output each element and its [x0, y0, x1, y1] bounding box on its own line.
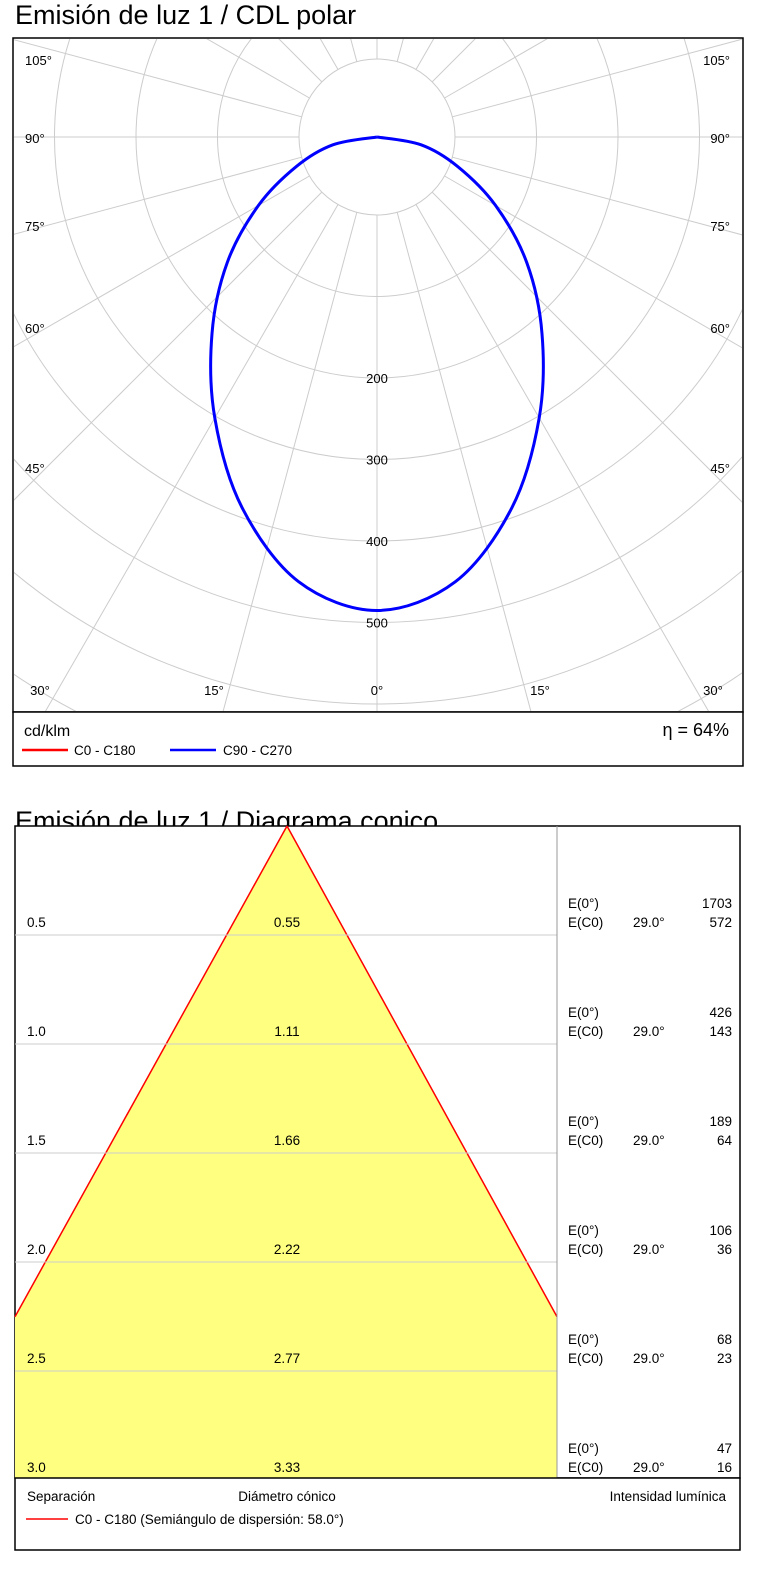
- cone-ec0-value: 64: [717, 1133, 733, 1148]
- cone-diameter-label: 2.77: [274, 1351, 300, 1366]
- cone-ec0-label: E(C0): [568, 915, 603, 930]
- polar-angle-label-left: 75°: [25, 219, 45, 234]
- polar-angle-label-bottom: 0°: [371, 683, 383, 698]
- polar-angle-label-right: 90°: [710, 131, 730, 146]
- efficiency-label: η = 64%: [662, 720, 729, 740]
- polar-grid-spoke: [431, 191, 742, 503]
- separation-header: Separación: [27, 1489, 95, 1504]
- cone-separation-label: 2.5: [27, 1351, 46, 1366]
- polar-grid-spoke: [452, 39, 742, 118]
- cone-ec0-label: E(C0): [568, 1351, 603, 1366]
- cone-e0-label: E(0°): [568, 1332, 599, 1347]
- polar-angle-label-bottom: 15°: [204, 683, 224, 698]
- polar-grid-spoke: [452, 156, 742, 236]
- cone-angle-value: 29.0°: [633, 1133, 665, 1148]
- polar-grid-spoke: [415, 204, 709, 711]
- cone-separation-label: 3.0: [27, 1460, 46, 1475]
- polar-radial-tick-label: 400: [366, 534, 388, 549]
- cone-e0-value: 106: [709, 1223, 732, 1238]
- legend-label-c90-c270: C90 - C270: [223, 743, 292, 758]
- polar-grid-spoke: [14, 175, 310, 348]
- polar-legend-box: [12, 711, 744, 767]
- cone-ec0-value: 143: [709, 1024, 732, 1039]
- cone-e0-label: E(0°): [568, 1441, 599, 1456]
- polar-angle-label-left: 60°: [25, 321, 45, 336]
- cone-labels: 0.5 0.55 E(0°) 1703 E(C0) 29.0° 572 1.0 1.11 E(0°…: [27, 896, 732, 1475]
- polar-angle-label-left: 105°: [25, 53, 52, 68]
- cone-ec0-value: 23: [717, 1351, 732, 1366]
- polar-grid-spoke: [45, 204, 339, 711]
- polar-grid: [14, 39, 742, 711]
- polar-grid-spoke: [14, 39, 302, 118]
- legend-label-c0-c180: C0 - C180: [74, 743, 136, 758]
- polar-angle-label-bottom: 30°: [30, 683, 50, 698]
- polar-radial-tick-label: 500: [366, 616, 388, 631]
- polar-radial-tick-label: 300: [366, 453, 388, 468]
- cone-footer-box: [14, 1477, 741, 1551]
- cone-edge-left: [14, 825, 288, 1318]
- cone-e0-value: 189: [709, 1114, 732, 1129]
- polar-grid-spoke: [14, 191, 323, 501]
- cone-diameter-label: 2.22: [274, 1242, 300, 1257]
- polar-angle-label-left: 45°: [25, 461, 45, 476]
- polar-grid-spoke: [444, 175, 742, 349]
- cone-diameter-label: 3.33: [274, 1460, 300, 1475]
- cone-diameter-label: 1.66: [274, 1133, 300, 1148]
- cone-edge-right: [286, 825, 558, 1318]
- cone-e0-value: 1703: [702, 896, 732, 911]
- intensity-header: Intensidad lumínica: [610, 1489, 727, 1504]
- polar-angle-label-right: 60°: [710, 321, 730, 336]
- cone-ec0-label: E(C0): [568, 1133, 603, 1148]
- polar-unit-label: cd/klm: [24, 723, 70, 740]
- polar-labels: 200 300 400 500 105° 90° 75° 60° 45° 105° 90° 75° 60…: [25, 53, 730, 698]
- polar-angle-label-right: 45°: [710, 461, 730, 476]
- cone-separation-label: 1.0: [27, 1024, 46, 1039]
- polar-grid-spoke: [396, 212, 532, 711]
- polar-grid-spoke: [222, 212, 358, 711]
- cone-graphic: [14, 825, 558, 1478]
- cone-e0-label: E(0°): [568, 1114, 599, 1129]
- cone-ec0-value: 572: [709, 915, 732, 930]
- cone-ec0-label: E(C0): [568, 1460, 603, 1475]
- cone-ec0-value: 16: [717, 1460, 732, 1475]
- cone-e0-label: E(0°): [568, 1005, 599, 1020]
- polar-plot-frame: [12, 37, 744, 713]
- cone-legend-label: C0 - C180 (Semiángulo de dispersión: 58.…: [75, 1512, 344, 1527]
- cone-angle-value: 29.0°: [633, 1460, 665, 1475]
- cone-ec0-label: E(C0): [568, 1242, 603, 1257]
- cone-angle-value: 29.0°: [633, 1242, 665, 1257]
- polar-angle-label-left: 90°: [25, 131, 45, 146]
- polar-curve-c90-c270: [209, 135, 545, 612]
- polar-grid-spoke: [14, 156, 302, 235]
- polar-radial-tick-label: 200: [366, 371, 388, 386]
- cone-e0-value: 47: [717, 1441, 732, 1456]
- cone-e0-label: E(0°): [568, 1223, 599, 1238]
- cone-diameter-label: 1.11: [274, 1024, 299, 1039]
- cone-e0-label: E(0°): [568, 896, 599, 911]
- cone-e0-value: 68: [717, 1332, 732, 1347]
- cone-angle-value: 29.0°: [633, 1024, 665, 1039]
- polar-chart-title: Emisión de luz 1 / CDL polar: [15, 0, 357, 30]
- cone-separation-label: 2.0: [27, 1242, 46, 1257]
- cone-fill: [15, 826, 557, 1478]
- polar-angle-label-bottom: 15°: [530, 683, 550, 698]
- cone-ec0-value: 36: [717, 1242, 732, 1257]
- cone-diameter-label: 0.55: [274, 915, 300, 930]
- polar-angle-label-right: 75°: [710, 219, 730, 234]
- cone-ec0-label: E(C0): [568, 1024, 603, 1039]
- polar-curves: [209, 135, 545, 612]
- cone-angle-value: 29.0°: [633, 1351, 665, 1366]
- cone-separation-label: 0.5: [27, 915, 46, 930]
- cone-separation-label: 1.5: [27, 1133, 46, 1148]
- cone-angle-value: 29.0°: [633, 915, 665, 930]
- cone-e0-value: 426: [709, 1005, 732, 1020]
- polar-angle-label-bottom: 30°: [703, 683, 723, 698]
- diameter-header: Diámetro cónico: [238, 1489, 336, 1504]
- polar-angle-label-right: 105°: [703, 53, 730, 68]
